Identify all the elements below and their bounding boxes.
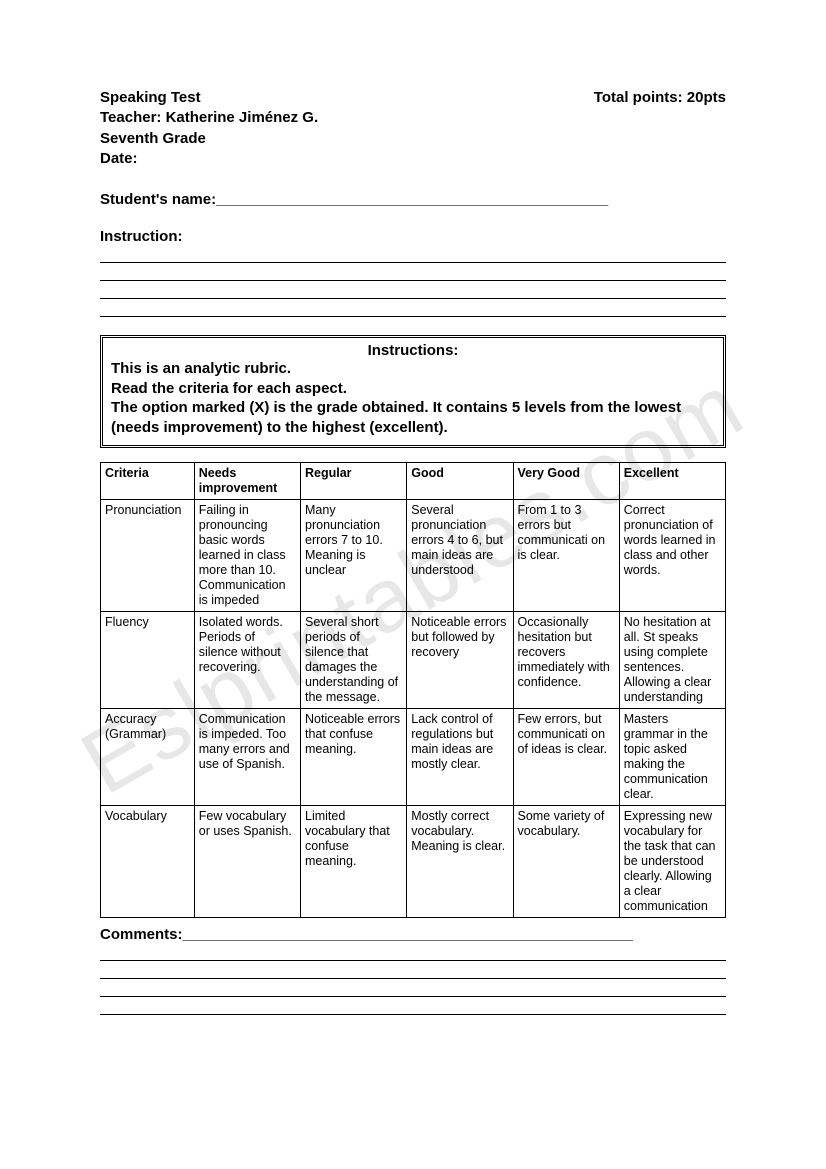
comments-blank: ________________________________________… (183, 926, 633, 943)
cell-criteria: Pronunciation (101, 500, 195, 612)
table-row: Accuracy (Grammar) Communication is impe… (101, 709, 726, 806)
cell-needs: Few vocabulary or uses Spanish. (194, 806, 300, 918)
cell-verygood: From 1 to 3 errors but communicati on is… (513, 500, 619, 612)
cell-verygood: Few errors, but communicati on of ideas … (513, 709, 619, 806)
cell-excellent: Masters grammar in the topic asked makin… (619, 709, 725, 806)
instructions-line3: The option marked (X) is the grade obtai… (111, 398, 715, 437)
comments-row: Comments:_______________________________… (100, 926, 726, 943)
col-needs: Needs improvement (194, 463, 300, 500)
col-criteria: Criteria (101, 463, 195, 500)
instructions-title: Instructions: (111, 342, 715, 359)
cell-good: Several pronunciation errors 4 to 6, but… (407, 500, 513, 612)
student-name-row: Student's name:_________________________… (100, 191, 726, 208)
date-line: Date: (100, 149, 318, 169)
grade-line: Seventh Grade (100, 129, 318, 149)
table-row: Pronunciation Failing in pronouncing bas… (101, 500, 726, 612)
cell-excellent: Expressing new vocabulary for the task t… (619, 806, 725, 918)
cell-criteria: Accuracy (Grammar) (101, 709, 195, 806)
comments-label: Comments: (100, 926, 183, 943)
comments-line-2 (100, 963, 726, 979)
cell-criteria: Vocabulary (101, 806, 195, 918)
cell-regular: Several short periods of silence that da… (301, 612, 407, 709)
cell-excellent: Correct pronunciation of words learned i… (619, 500, 725, 612)
cell-regular: Noticeable errors that confuse meaning. (301, 709, 407, 806)
col-good: Good (407, 463, 513, 500)
cell-good: Mostly correct vocabulary. Meaning is cl… (407, 806, 513, 918)
table-row: Fluency Isolated words. Periods of silen… (101, 612, 726, 709)
header-left: Speaking Test Teacher: Katherine Jiménez… (100, 88, 318, 169)
teacher-line: Teacher: Katherine Jiménez G. (100, 108, 318, 128)
rubric-body: Pronunciation Failing in pronouncing bas… (101, 500, 726, 918)
document-page: Speaking Test Teacher: Katherine Jiménez… (0, 0, 826, 1055)
instructions-body: This is an analytic rubric. Read the cri… (111, 359, 715, 437)
cell-criteria: Fluency (101, 612, 195, 709)
student-name-blank: ________________________________________… (216, 191, 608, 208)
rubric-header-row: Criteria Needs improvement Regular Good … (101, 463, 726, 500)
cell-verygood: Some variety of vocabulary. (513, 806, 619, 918)
comments-line-1 (100, 945, 726, 961)
col-excellent: Excellent (619, 463, 725, 500)
student-name-label: Student's name: (100, 191, 216, 208)
col-verygood: Very Good (513, 463, 619, 500)
blank-line-2 (100, 265, 726, 281)
instructions-line1: This is an analytic rubric. (111, 359, 715, 379)
cell-needs: Failing in pronouncing basic words learn… (194, 500, 300, 612)
cell-needs: Isolated words. Periods of silence witho… (194, 612, 300, 709)
cell-needs: Communication is impeded. Too many error… (194, 709, 300, 806)
comments-line-4 (100, 999, 726, 1015)
cell-regular: Limited vocabulary that confuse meaning. (301, 806, 407, 918)
cell-regular: Many pronunciation errors 7 to 10. Meani… (301, 500, 407, 612)
blank-line-1 (100, 247, 726, 263)
total-points: Total points: 20pts (594, 88, 726, 169)
instructions-box: Instructions: This is an analytic rubric… (100, 335, 726, 448)
table-row: Vocabulary Few vocabulary or uses Spanis… (101, 806, 726, 918)
instructions-line2: Read the criteria for each aspect. (111, 379, 715, 399)
instruction-label: Instruction: (100, 228, 726, 245)
blank-line-4 (100, 301, 726, 317)
blank-line-3 (100, 283, 726, 299)
comments-line-3 (100, 981, 726, 997)
cell-excellent: No hesitation at all. St speaks using co… (619, 612, 725, 709)
cell-verygood: Occasionally hesitation but recovers imm… (513, 612, 619, 709)
doc-title: Speaking Test (100, 88, 318, 108)
col-regular: Regular (301, 463, 407, 500)
header-row: Speaking Test Teacher: Katherine Jiménez… (100, 88, 726, 169)
rubric-table: Criteria Needs improvement Regular Good … (100, 462, 726, 918)
cell-good: Noticeable errors but followed by recove… (407, 612, 513, 709)
cell-good: Lack control of regulations but main ide… (407, 709, 513, 806)
